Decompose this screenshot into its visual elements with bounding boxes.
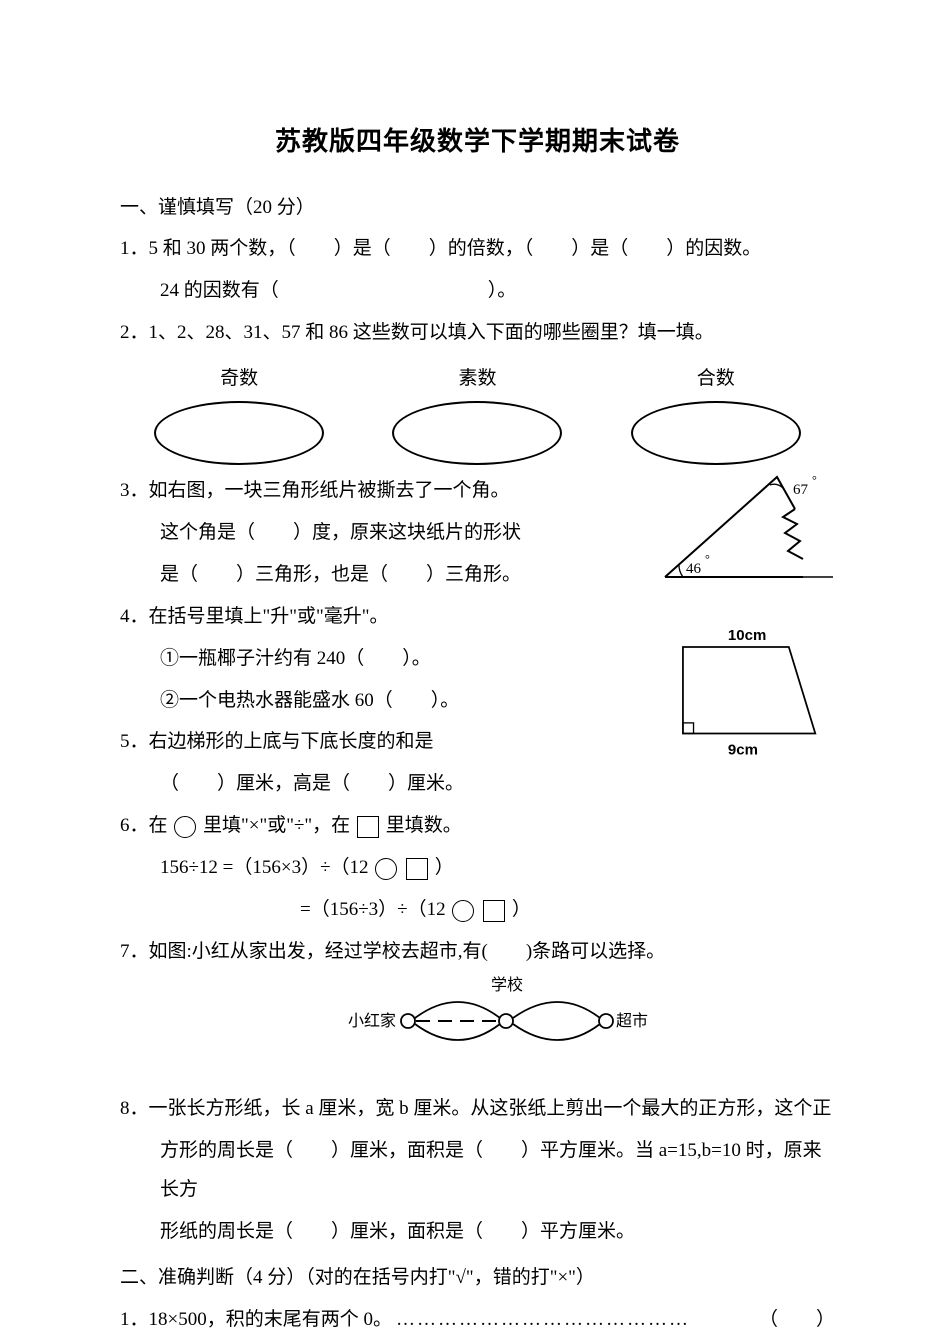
q4-a: ①一瓶椰子汁约有 240（ ）。	[120, 639, 638, 679]
q6-line2: =（156÷3）÷（12 ）	[120, 890, 835, 930]
oval-shape-composite	[631, 401, 801, 465]
q7: 7．如图:小红从家出发，经过学校去超市,有( )条路可以选择。	[120, 932, 835, 972]
square-icon	[357, 816, 379, 838]
q6-line2a: =（156÷3）÷（12	[300, 899, 450, 920]
square-icon	[406, 858, 428, 880]
q8-line3: 形纸的周长是（ ）厘米，面积是（ ）平方厘米。	[120, 1212, 835, 1252]
q4-b: ②一个电热水器能盛水 60（ ）。	[120, 681, 638, 721]
section-1-head: 一、谨慎填写（20 分）	[120, 188, 835, 228]
q8-line1: 8．一张长方形纸，长 a 厘米，宽 b 厘米。从这张纸上剪出一个最大的正方形，这…	[120, 1089, 835, 1129]
q7-school-label: 学校	[491, 976, 523, 994]
oval-label-prime: 素数	[458, 359, 496, 399]
q6-head: 6．在 里填"×"或"÷"，在 里填数。	[120, 806, 835, 846]
q5-line2: （ ）厘米，高是（ ）厘米。	[120, 764, 638, 804]
page-title: 苏教版四年级数学下学期期末试卷	[120, 115, 835, 170]
judge-1: 1．18×500，积的末尾有两个 0。 …………………………………… （ ）	[120, 1300, 835, 1340]
q1-line2: 24 的因数有（ ）。	[120, 271, 835, 311]
trapezoid-figure: 10cm 9cm	[650, 617, 835, 767]
trap-bot-label: 9cm	[728, 741, 758, 758]
q4-q5-text: ①一瓶椰子汁约有 240（ ）。 ②一个电热水器能盛水 60（ ）。 5．右边梯…	[120, 637, 638, 805]
angle-46: 46	[686, 561, 702, 577]
circle-icon	[174, 816, 196, 838]
q3-row: 3．如右图，一块三角形纸片被撕去了一个角。 这个角是（ ）度，原来这块纸片的形状…	[120, 469, 835, 595]
q6-head-a: 6．在	[120, 815, 172, 836]
oval-shape-prime	[392, 401, 562, 465]
q6-line2b: ）	[507, 899, 531, 920]
q1-line1: 1．5 和 30 两个数，（ ）是（ ）的倍数，（ ）是（ ）的因数。	[120, 229, 835, 269]
dots-leader: ……………………………………	[392, 1300, 759, 1340]
oval-odd: 奇数	[139, 359, 339, 465]
judge-1-paren: （ ）	[759, 1300, 835, 1340]
q6-line1: 156÷12 =（156×3）÷（12 ）	[120, 848, 835, 888]
q6-line1a: 156÷12 =（156×3）÷（12	[160, 857, 373, 878]
triangle-figure: 67 ° 46 °	[655, 469, 835, 589]
q3-line1: 3．如右图，一块三角形纸片被撕去了一个角。	[120, 471, 643, 511]
q7-market-label: 超市	[616, 1012, 648, 1030]
oval-shape-odd	[154, 401, 324, 465]
svg-text:°: °	[705, 552, 710, 566]
q4-q5-row: ①一瓶椰子汁约有 240（ ）。 ②一个电热水器能盛水 60（ ）。 5．右边梯…	[120, 637, 835, 805]
judge-1-text: 1．18×500，积的末尾有两个 0。	[120, 1300, 392, 1340]
q6-head-c: 里填数。	[381, 815, 462, 836]
q3-text: 3．如右图，一块三角形纸片被撕去了一个角。 这个角是（ ）度，原来这块纸片的形状…	[120, 469, 643, 595]
section-2-head: 二、准确判断（4 分）（对的在括号内打"√"，错的打"×"）	[120, 1258, 835, 1298]
q8-line2: 方形的周长是（ ）厘米，面积是（ ）平方厘米。当 a=15,b=10 时，原来长…	[120, 1131, 835, 1211]
oval-label-composite: 合数	[697, 359, 735, 399]
svg-text:°: °	[812, 473, 817, 487]
angle-67: 67	[793, 482, 809, 498]
oval-label-odd: 奇数	[220, 359, 258, 399]
oval-composite: 合数	[616, 359, 816, 465]
circle-icon	[452, 900, 474, 922]
ovals-row: 奇数 素数 合数	[120, 359, 835, 465]
circle-icon	[375, 858, 397, 880]
q7-figure: 学校 小红家 超市	[120, 976, 835, 1071]
q3-line2: 这个角是（ ）度，原来这块纸片的形状	[120, 513, 643, 553]
q6-line1b: ）	[430, 857, 454, 878]
q2: 2．1、2、28、31、57 和 86 这些数可以填入下面的哪些圈里？填一填。	[120, 313, 835, 353]
oval-prime: 素数	[377, 359, 577, 465]
q3-line3: 是（ ）三角形，也是（ ）三角形。	[120, 555, 643, 595]
q7-home-label: 小红家	[348, 1012, 396, 1030]
q5-line1: 5．右边梯形的上底与下底长度的和是	[120, 722, 638, 762]
q6-head-b: 里填"×"或"÷"，在	[198, 815, 355, 836]
square-icon	[483, 900, 505, 922]
trap-top-label: 10cm	[728, 627, 766, 644]
